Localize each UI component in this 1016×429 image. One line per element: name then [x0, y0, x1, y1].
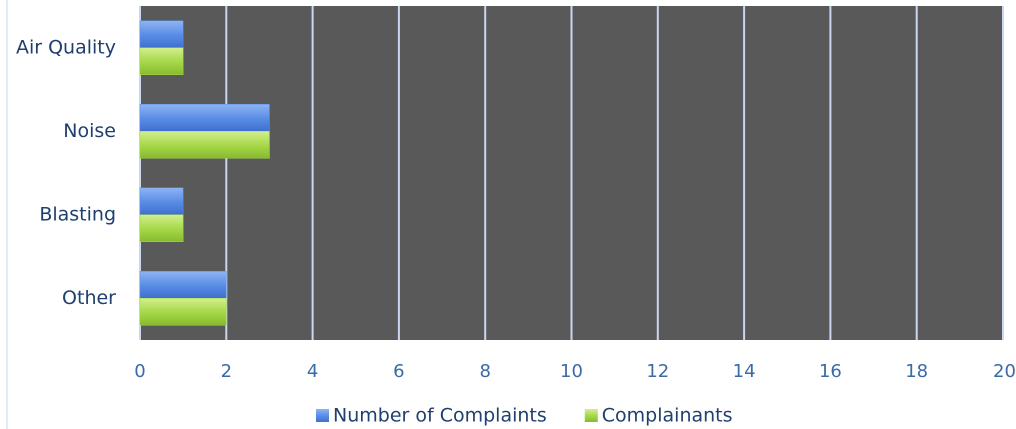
x-tick-label: 10 — [560, 361, 583, 382]
category-label: Noise — [63, 120, 116, 142]
x-tick-label: 18 — [905, 361, 928, 382]
x-tick-label: 0 — [134, 361, 145, 382]
legend-label: Number of Complaints — [333, 405, 547, 427]
category-label: Air Quality — [16, 36, 116, 58]
category-label: Other — [62, 287, 116, 309]
x-tick-label: 12 — [646, 361, 669, 382]
x-tick-label: 16 — [819, 361, 842, 382]
x-tick-label: 4 — [307, 361, 318, 382]
x-tick-label: 8 — [479, 361, 490, 382]
bar — [139, 214, 184, 242]
category-label: Blasting — [39, 203, 116, 225]
bar — [139, 271, 227, 299]
bar — [139, 131, 270, 159]
x-tick-label: 20 — [993, 361, 1016, 382]
bar — [139, 298, 227, 326]
x-tick-label: 6 — [393, 361, 404, 382]
legend-swatch — [584, 409, 598, 422]
x-tick-label: 2 — [221, 361, 232, 382]
bar — [139, 104, 270, 132]
legend-swatch — [316, 409, 329, 422]
bar — [139, 20, 184, 48]
x-tick-label: 14 — [733, 361, 756, 382]
bar — [139, 187, 184, 215]
legend-label: Complainants — [602, 405, 733, 427]
bar — [139, 47, 184, 75]
